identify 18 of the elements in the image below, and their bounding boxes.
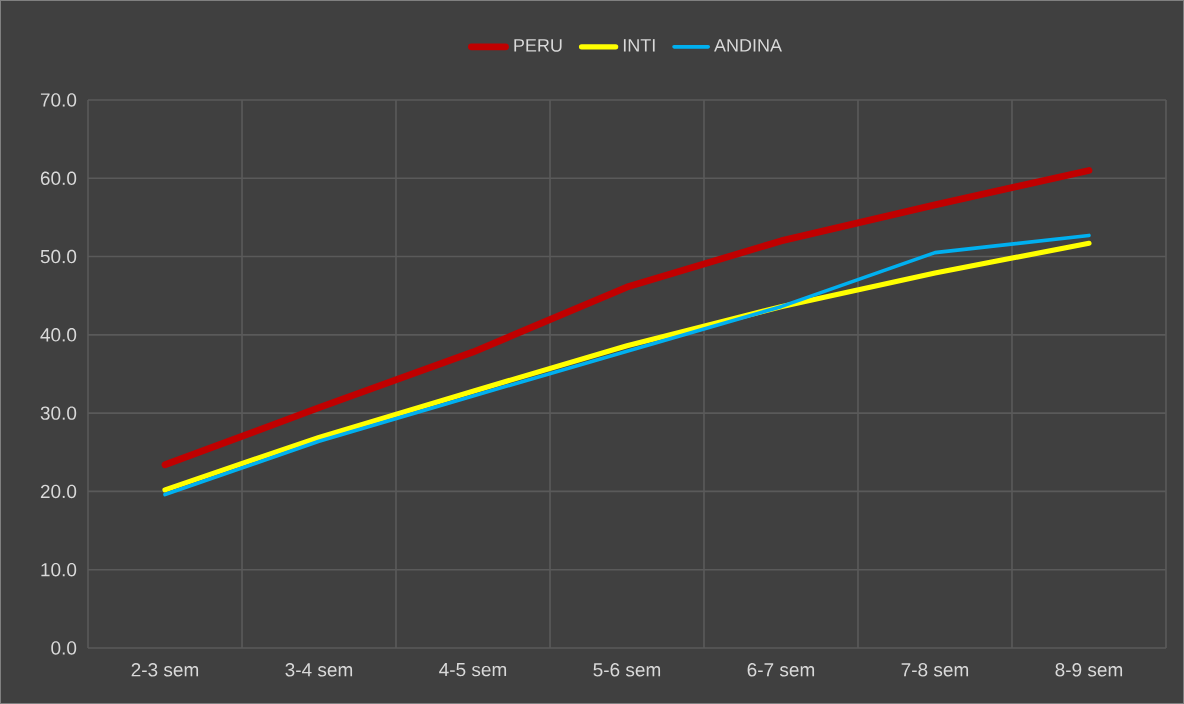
legend-label: PERU bbox=[514, 39, 562, 52]
x-tick-label: 7-8 sem bbox=[901, 663, 969, 677]
y-tick-label: 70.0 bbox=[40, 93, 77, 107]
x-tick-label: 6-7 sem bbox=[747, 663, 815, 677]
y-tick-label: 20.0 bbox=[40, 484, 77, 499]
x-tick-label: 5-6 sem bbox=[593, 663, 661, 677]
y-tick-label: 60.0 bbox=[40, 171, 77, 186]
legend-label: ANDINA bbox=[714, 39, 782, 52]
y-tick-label: 10.0 bbox=[41, 562, 77, 577]
x-tick-label: 3-4 sem bbox=[285, 663, 353, 677]
y-tick-label: 0.0 bbox=[51, 641, 77, 655]
y-tick-label: 40.0 bbox=[40, 328, 77, 342]
x-tick-label: 8-9 sem bbox=[1055, 663, 1123, 677]
y-tick-label: 30.0 bbox=[40, 406, 77, 420]
x-tick-label: 4-5 sem bbox=[439, 663, 507, 677]
y-tick-label: 50.0 bbox=[40, 249, 77, 264]
legend-label: INTI bbox=[623, 39, 655, 52]
x-tick-label: 2-3 sem bbox=[131, 663, 199, 677]
